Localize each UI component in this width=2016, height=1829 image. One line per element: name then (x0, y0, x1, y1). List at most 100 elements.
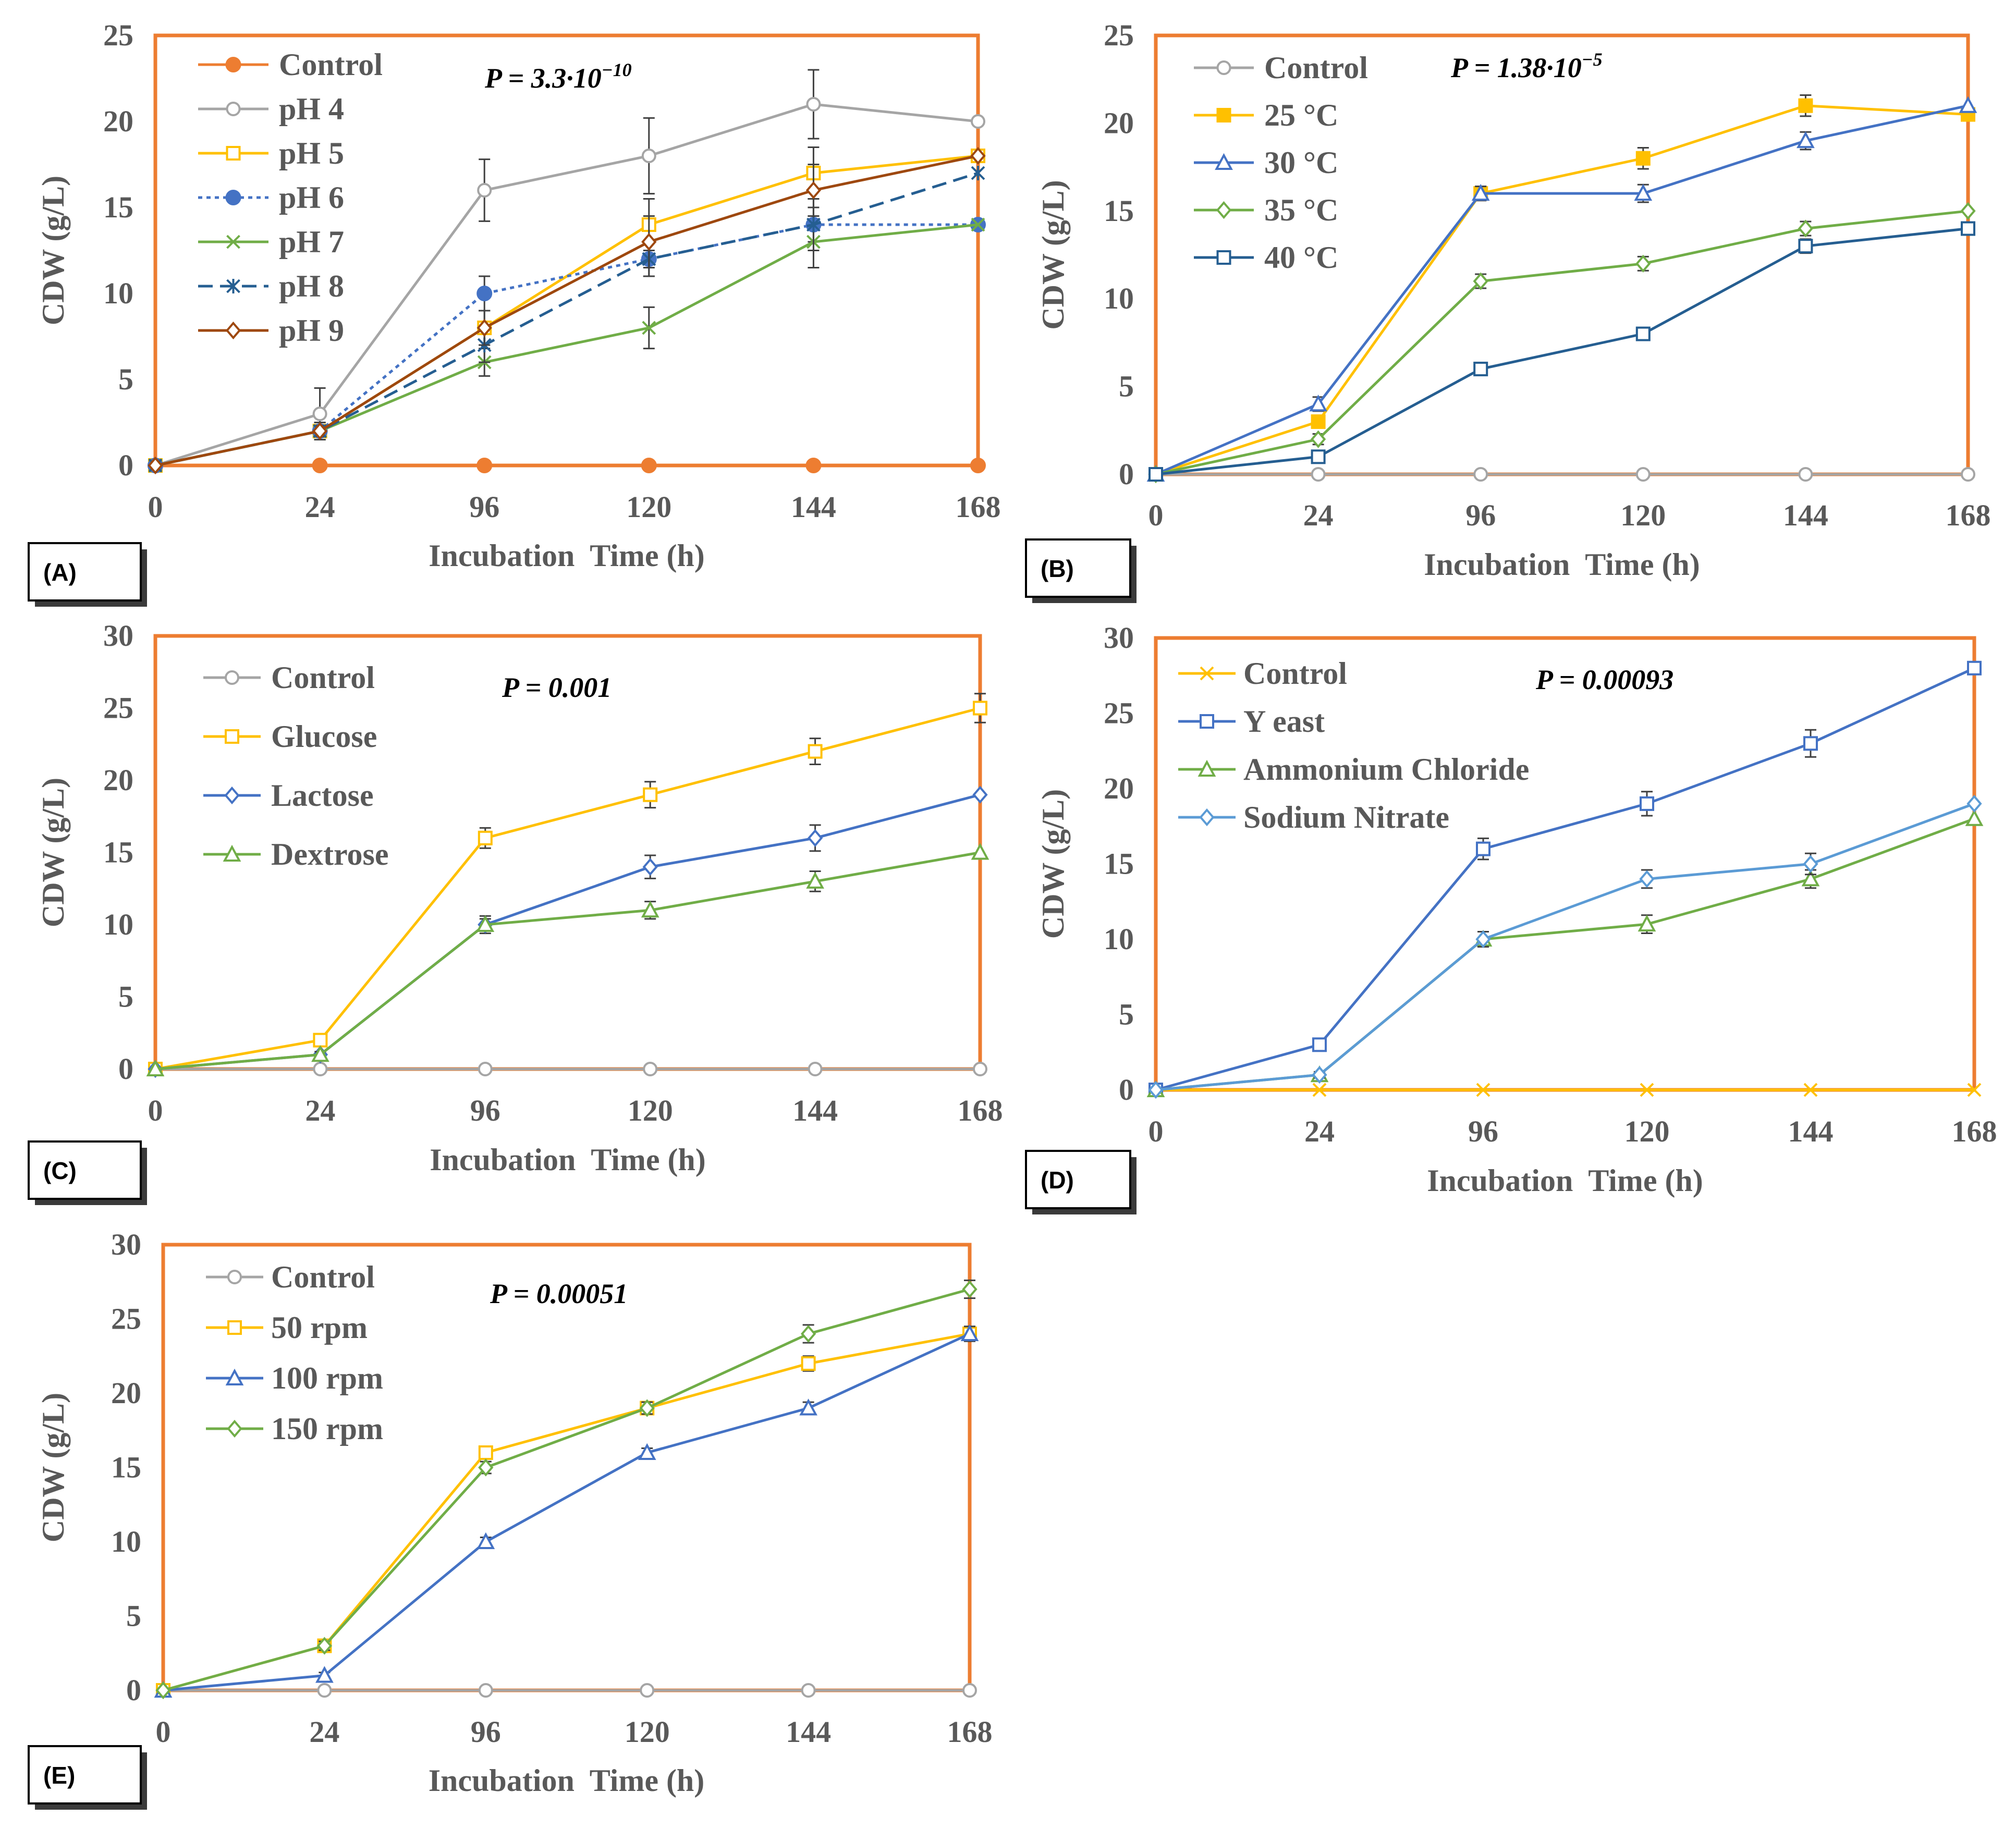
y-tick-label: 25 (111, 1302, 141, 1336)
legend-entry: 25 °C (1194, 98, 1338, 132)
y-tick-label: 0 (118, 1052, 133, 1086)
y-tick-label: 15 (111, 1451, 141, 1484)
x-tick-label: 24 (1303, 498, 1334, 532)
data-point-marker (973, 701, 987, 716)
series-line (155, 223, 978, 467)
legend-label: pH 4 (279, 92, 344, 126)
p-value-text: P = 0.00051 (490, 1278, 628, 1309)
legend-label: Dextrose (271, 837, 388, 871)
legend-marker (225, 190, 241, 205)
p-value-annotation: P = 0.00093 (1535, 664, 1673, 695)
data-point-marker (1310, 430, 1326, 448)
legend-marker (227, 1320, 242, 1335)
y-tick-label: 15 (1104, 847, 1134, 881)
legend-marker (225, 321, 241, 340)
data-point-marker (1801, 869, 1820, 887)
legend-label: 25 °C (1264, 98, 1338, 132)
series-line (1155, 104, 1969, 476)
series-line (1155, 227, 1969, 476)
data-point-marker (1311, 414, 1326, 429)
series-ph-8 (148, 166, 985, 473)
p-value-annotation: P = 0.001 (502, 672, 612, 703)
x-tick-label: 0 (148, 1094, 163, 1127)
legend-label: 150 rpm (271, 1411, 383, 1446)
x-tick-label: 120 (1620, 498, 1666, 532)
panel-tag-box (28, 1745, 142, 1805)
data-point-marker (313, 1062, 328, 1076)
legend-marker (1216, 250, 1231, 265)
y-tick-label: 5 (1119, 370, 1134, 403)
series-150-rpm (155, 1279, 978, 1700)
panel-label: (E) (43, 1762, 75, 1789)
legend-entry: Control (1178, 656, 1347, 691)
x-tick-label: 0 (148, 490, 163, 524)
data-point-marker (1797, 131, 1815, 149)
data-point-marker (1967, 1083, 1982, 1097)
legend-entry: Control (203, 660, 375, 695)
series-ph-7 (148, 215, 985, 473)
legend-entry: 50 rpm (206, 1310, 368, 1345)
y-axis-title: CDW (g/L) (36, 176, 70, 325)
series-line (1155, 210, 1969, 476)
data-point-marker (1803, 736, 1818, 751)
x-tick-label: 0 (1148, 498, 1164, 532)
series-lactose (148, 785, 988, 1078)
data-point-marker (640, 1683, 655, 1698)
legend-label: pH 9 (279, 313, 344, 348)
y-tick-label: 20 (103, 763, 133, 797)
legend-label: Sodium Nitrate (1243, 800, 1449, 834)
legend-label: Control (279, 47, 383, 82)
legend-entry: Y east (1178, 704, 1325, 739)
legend-entry: Lactose (203, 778, 374, 813)
legend-marker (225, 670, 239, 685)
data-point-marker (1638, 914, 1656, 932)
y-tick-label: 5 (118, 980, 133, 1014)
data-point-marker (805, 181, 822, 200)
legend-entry: pH 8 (198, 269, 344, 303)
y-tick-label: 25 (103, 691, 133, 725)
series-control (1148, 467, 1975, 482)
data-point-marker (312, 407, 327, 421)
data-point-marker (1961, 467, 1975, 482)
x-tick-label: 120 (628, 1094, 673, 1127)
series-line (163, 1288, 970, 1692)
series-line (155, 851, 981, 1071)
data-point-marker (643, 1062, 658, 1076)
legend-label: Control (271, 660, 375, 695)
data-point-marker (1148, 1081, 1164, 1099)
data-point-marker (970, 146, 986, 165)
x-tick-label: 144 (791, 490, 836, 524)
x-tick-label: 168 (1946, 498, 1991, 532)
y-tick-label: 20 (1104, 106, 1134, 140)
data-point-marker (316, 1637, 333, 1655)
y-tick-label: 25 (1104, 18, 1134, 52)
p-value-text: P = 0.00093 (1535, 664, 1673, 695)
series-35-c (1148, 202, 1976, 484)
y-tick-label: 0 (118, 448, 133, 482)
y-tick-label: 10 (1104, 922, 1134, 956)
data-point-marker (641, 232, 657, 251)
data-point-marker (801, 1356, 816, 1371)
series-line (1155, 817, 1975, 1091)
y-tick-label: 20 (103, 104, 133, 138)
legend-entry: Sodium Nitrate (1178, 800, 1449, 834)
legend-marker (225, 1368, 244, 1385)
y-tick-label: 15 (1104, 194, 1134, 228)
legend-label: Control (1264, 51, 1368, 85)
data-point-marker (1961, 221, 1975, 236)
data-point-marker (1965, 809, 1984, 826)
data-point-marker (155, 1681, 171, 1700)
series-ph-6 (148, 206, 986, 473)
p-value-text: P = 0.001 (502, 672, 612, 703)
legend-entry: Ammonium Chloride (1178, 752, 1529, 787)
data-point-marker (1311, 449, 1326, 464)
x-tick-label: 24 (305, 1094, 335, 1127)
data-point-marker (1967, 660, 1982, 676)
y-tick-label: 30 (1104, 621, 1134, 655)
legend-label: Control (1243, 656, 1347, 691)
legend-marker (1215, 153, 1233, 170)
series-control (156, 1683, 977, 1698)
data-point-marker (808, 744, 823, 759)
data-point-marker (971, 114, 985, 129)
x-tick-label: 168 (1952, 1114, 1997, 1148)
